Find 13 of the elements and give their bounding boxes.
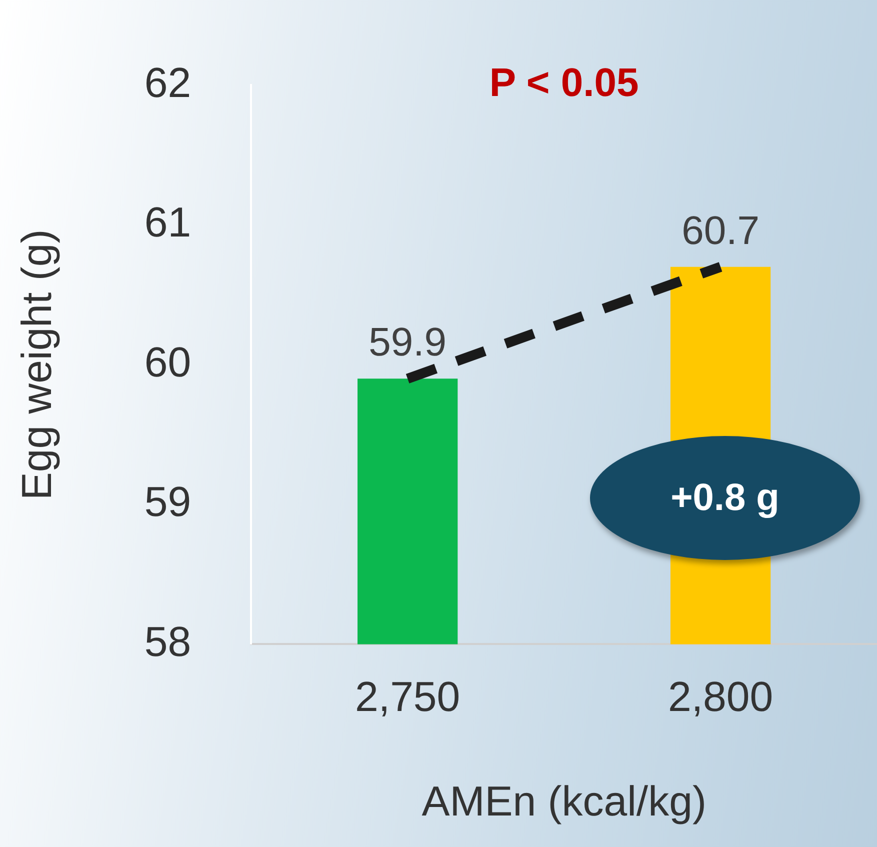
chart-title: P < 0.05 [489,61,639,106]
y-tick-label: 59 [144,478,192,526]
data-label: 59.9 [368,320,447,365]
y-tick-label: 58 [144,618,192,665]
data-label: 60.7 [682,208,760,253]
y-tick-label: 61 [144,198,192,246]
oval-badge: +0.8 g [590,436,860,560]
y-axis-title: Egg weight (g) [12,229,60,500]
x-axis-title: AMEn (kcal/kg) [422,777,706,824]
x-tick-label: 2,750 [355,672,460,720]
y-tick-label: 62 [144,58,192,106]
y-tick-label: 60 [144,338,192,386]
x-tick-label: 2,800 [668,672,774,720]
